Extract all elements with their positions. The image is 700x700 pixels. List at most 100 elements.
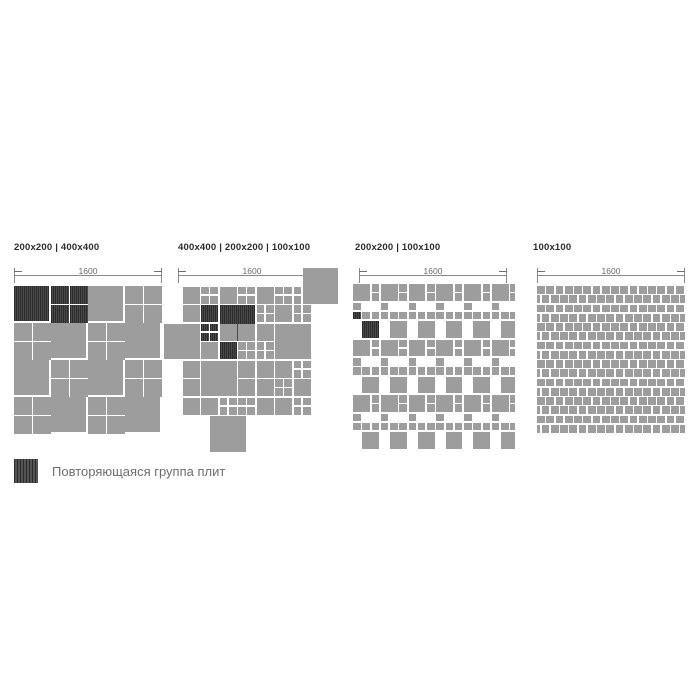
tile-100 (464, 422, 472, 431)
tile-100 (293, 295, 302, 304)
tile-100 (353, 302, 361, 311)
tile-100 (454, 311, 463, 320)
tile-100 (555, 360, 564, 368)
tile-100 (454, 284, 463, 292)
tile-100 (592, 286, 601, 294)
tile-100 (666, 341, 675, 350)
tile-100 (362, 311, 370, 320)
tile-100 (201, 295, 209, 304)
tile-100 (569, 369, 578, 377)
pattern-3-dimension-label: 1600 (423, 266, 443, 276)
tile-100 (661, 406, 670, 414)
legend-label: Повторяющаяся группа плит (52, 463, 226, 479)
tile-100 (265, 342, 274, 350)
tile-100 (537, 295, 541, 303)
tile-100 (501, 311, 509, 320)
tile-100 (661, 350, 670, 359)
tile-100 (555, 304, 564, 313)
tile-100 (399, 404, 407, 412)
tile-200 (380, 284, 398, 301)
tile-200 (88, 323, 106, 341)
tile-100 (445, 367, 454, 375)
tile-100 (578, 406, 587, 414)
repeating-group-hatch-swatch (14, 459, 38, 483)
tile-100 (601, 397, 610, 405)
tile-100 (578, 369, 587, 377)
tile-100 (201, 332, 209, 341)
dimension-tick-right (499, 271, 507, 272)
tile-100 (380, 358, 389, 366)
tile-100 (417, 422, 426, 431)
tile-200 (275, 397, 292, 415)
tile-100 (597, 387, 605, 396)
tile-100 (284, 286, 292, 295)
tile-100 (643, 406, 652, 414)
tile-100 (238, 286, 246, 295)
tile-100 (606, 387, 615, 396)
tile-200 (219, 323, 237, 341)
tile-100 (537, 332, 541, 340)
tile-200 (408, 339, 426, 357)
pattern-1-title: 200x200 | 400x400 (14, 242, 100, 253)
tile-100 (501, 422, 509, 431)
tile-100 (587, 332, 596, 340)
tile-100 (482, 395, 491, 403)
tile-100 (652, 313, 661, 322)
tile-200 (238, 360, 255, 378)
tile-400 (51, 323, 87, 359)
tile-100 (454, 404, 463, 412)
tile-100 (454, 422, 463, 431)
tile-100 (657, 415, 665, 424)
tile-200 (436, 395, 454, 412)
tile-100 (680, 406, 685, 414)
tile-100 (353, 413, 361, 422)
tile-100 (399, 348, 407, 357)
tile-100 (353, 367, 361, 375)
tile-100 (648, 415, 656, 424)
tile-100 (643, 369, 652, 377)
tile-400 (302, 268, 339, 304)
tile-100 (606, 424, 615, 433)
tile-400 (210, 416, 246, 452)
tile-100 (238, 295, 246, 304)
tile-100 (564, 397, 573, 405)
tile-100 (293, 360, 302, 369)
tile-100 (541, 424, 550, 433)
tile-100 (454, 348, 463, 357)
tile-100 (661, 369, 670, 377)
tile-100 (371, 339, 380, 348)
tile-100 (436, 422, 444, 431)
tile-100 (550, 406, 559, 414)
tile-100 (587, 387, 596, 396)
tile-100 (510, 404, 515, 412)
tile-200 (144, 360, 162, 378)
tile-100 (284, 379, 292, 387)
tile-200 (353, 284, 370, 301)
tile-100 (624, 424, 633, 433)
tile-100 (611, 378, 619, 387)
tile-200 (293, 379, 311, 396)
tile-400 (14, 360, 50, 396)
tile-200 (380, 395, 398, 412)
tile-100 (247, 342, 255, 350)
tile-100 (546, 323, 554, 331)
tile-200 (238, 323, 255, 341)
tile-100 (256, 342, 265, 350)
tile-100 (587, 406, 596, 414)
tile-200 (445, 376, 463, 394)
tile-100 (615, 332, 624, 340)
tile-100 (541, 406, 550, 414)
dimension-extension-left (537, 268, 538, 283)
tile-100 (671, 387, 679, 396)
tile-100 (427, 404, 435, 412)
tile-100 (408, 302, 417, 311)
tile-100 (210, 323, 218, 332)
tile-100 (555, 397, 564, 405)
tile-100 (408, 422, 417, 431)
tile-100 (661, 424, 670, 433)
tile-100 (564, 286, 573, 294)
dimension-extension-left (359, 268, 360, 283)
tile-100 (574, 378, 582, 387)
tile-100 (293, 314, 302, 322)
tile-200 (408, 395, 426, 412)
